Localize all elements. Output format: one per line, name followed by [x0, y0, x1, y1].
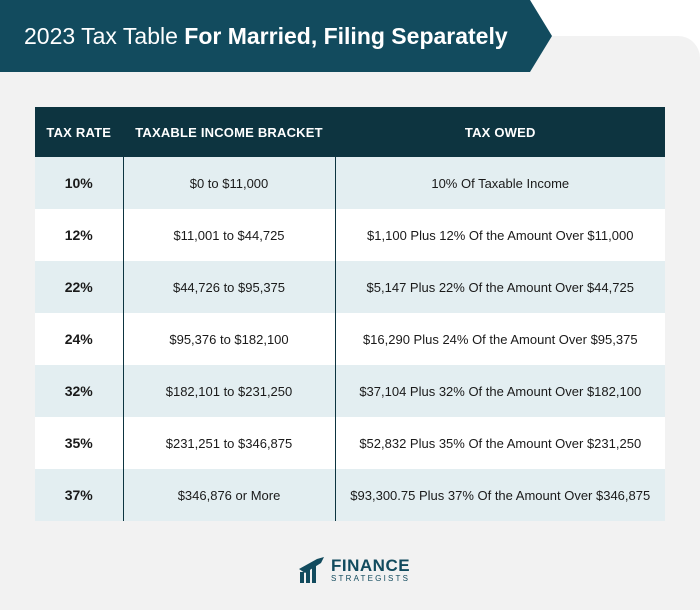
owed-cell: 10% Of Taxable Income [334, 157, 665, 209]
bracket-cell: $231,251 to $346,875 [122, 417, 335, 469]
table-row: 35% $231,251 to $346,875 $52,832 Plus 35… [35, 417, 665, 469]
finance-strategists-logo: FINANCE STRATEGISTS [297, 555, 410, 585]
owed-cell: $52,832 Plus 35% Of the Amount Over $231… [334, 417, 665, 469]
title-banner: 2023 Tax Table For Married, Filing Separ… [0, 0, 552, 72]
table-row: 24% $95,376 to $182,100 $16,290 Plus 24%… [35, 313, 665, 365]
bracket-cell: $0 to $11,000 [122, 157, 335, 209]
header-tax-rate: TAX RATE [35, 107, 123, 157]
table-row: 37% $346,876 or More $93,300.75 Plus 37%… [35, 469, 665, 521]
title-light: 2023 Tax Table [24, 23, 178, 49]
header-tax-owed: TAX OWED [334, 107, 665, 157]
header-income-bracket: TAXABLE INCOME BRACKET [122, 107, 335, 157]
logo-line2: STRATEGISTS [331, 574, 411, 583]
page-title: 2023 Tax Table For Married, Filing Separ… [24, 0, 508, 72]
owed-cell: $37,104 Plus 32% Of the Amount Over $182… [334, 365, 665, 417]
table-header-row: TAX RATE TAXABLE INCOME BRACKET TAX OWED [35, 107, 665, 157]
rate-cell: 37% [35, 469, 123, 521]
finance-strategists-logo-icon [299, 557, 324, 583]
table-row: 12% $11,001 to $44,725 $1,100 Plus 12% O… [35, 209, 665, 261]
owed-cell: $1,100 Plus 12% Of the Amount Over $11,0… [334, 209, 665, 261]
table-row: 10% $0 to $11,000 10% Of Taxable Income [35, 157, 665, 209]
bracket-cell: $346,876 or More [122, 469, 335, 521]
tax-table: TAX RATE TAXABLE INCOME BRACKET TAX OWED… [35, 107, 665, 521]
rate-cell: 32% [35, 365, 123, 417]
bracket-cell: $182,101 to $231,250 [122, 365, 335, 417]
bracket-cell: $11,001 to $44,725 [122, 209, 335, 261]
logo-line1: FINANCE [331, 556, 411, 575]
table-row: 32% $182,101 to $231,250 $37,104 Plus 32… [35, 365, 665, 417]
bracket-cell: $44,726 to $95,375 [122, 261, 335, 313]
rate-cell: 12% [35, 209, 123, 261]
rate-cell: 22% [35, 261, 123, 313]
rate-cell: 35% [35, 417, 123, 469]
table-row: 22% $44,726 to $95,375 $5,147 Plus 22% O… [35, 261, 665, 313]
title-bold: For Married, Filing Separately [184, 23, 508, 49]
rate-cell: 10% [35, 157, 123, 209]
owed-cell: $5,147 Plus 22% Of the Amount Over $44,7… [334, 261, 665, 313]
owed-cell: $93,300.75 Plus 37% Of the Amount Over $… [334, 469, 665, 521]
rate-cell: 24% [35, 313, 123, 365]
bracket-cell: $95,376 to $182,100 [122, 313, 335, 365]
owed-cell: $16,290 Plus 24% Of the Amount Over $95,… [334, 313, 665, 365]
